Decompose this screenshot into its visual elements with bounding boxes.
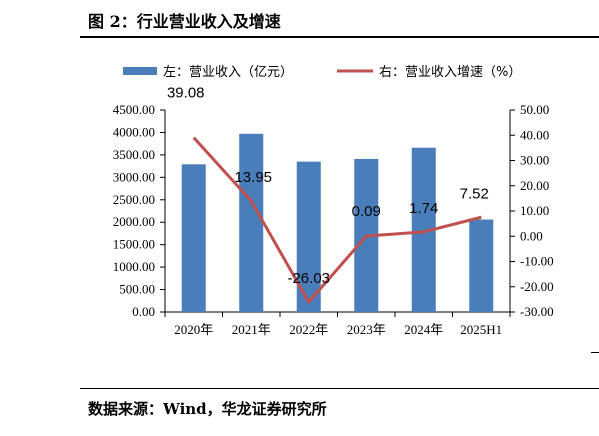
growth-data-label: 39.08 — [167, 85, 205, 102]
growth-line — [192, 136, 482, 304]
left-tick-label: 0.00 — [132, 304, 155, 319]
x-tick-label: 2024年 — [404, 322, 443, 337]
left-tick-label: 4500.00 — [113, 102, 155, 117]
left-tick-label: 4000.00 — [113, 124, 155, 139]
x-tick-label: 2022年 — [289, 322, 328, 337]
right-tick-label: 40.00 — [520, 127, 549, 142]
right-tick-label: 0.00 — [520, 228, 543, 243]
right-tick-label: 50.00 — [520, 102, 549, 117]
figure-title: 图 2：行业营业收入及增速 — [88, 12, 281, 31]
x-tick-label: 2025H1 — [460, 322, 502, 337]
right-tick-label: -10.00 — [520, 254, 554, 269]
growth-data-label: 0.09 — [352, 203, 381, 220]
figure-source: 数据来源：Wind，华龙证券研究所 — [88, 400, 327, 418]
chart-axes: 0.00 500.00 1000.00 1500.00 2000.00 2500.00 30… — [113, 102, 554, 337]
legend-bar-label: 左：营业收入（亿元） — [163, 65, 293, 80]
left-tick-label: 2000.00 — [113, 214, 155, 229]
left-tick-label: 1000.00 — [113, 259, 155, 274]
x-tick-label: 2021年 — [232, 322, 271, 337]
right-tick-label: -20.00 — [520, 279, 554, 294]
x-tick-label: 2023年 — [347, 322, 386, 337]
left-tick-label: 1500.00 — [113, 237, 155, 252]
legend-bar-swatch — [123, 67, 157, 75]
data-labels: 39.08 13.95 -26.03 0.09 1.74 7.52 — [167, 85, 489, 287]
legend-line-label: 右：营业收入增速（%） — [379, 65, 521, 80]
revenue-bar — [469, 219, 494, 312]
x-tick-label: 2020年 — [174, 322, 213, 337]
revenue-bar — [239, 133, 264, 312]
chart-legend: 左：营业收入（亿元） 右：营业收入增速（%） — [123, 65, 521, 80]
right-tick-label: 20.00 — [520, 178, 549, 193]
right-tick-label: 30.00 — [520, 153, 549, 168]
title-rule — [80, 36, 599, 38]
left-tick-label: 500.00 — [119, 282, 155, 297]
edge-mark — [591, 352, 599, 353]
line-series — [192, 136, 482, 304]
left-tick-label: 2500.00 — [113, 192, 155, 207]
right-tick-label: -30.00 — [520, 304, 554, 319]
left-tick-label: 3000.00 — [113, 169, 155, 184]
growth-data-label: -26.03 — [287, 270, 330, 287]
growth-data-label: 7.52 — [460, 185, 489, 202]
right-tick-label: 10.00 — [520, 203, 549, 218]
bar-series — [181, 133, 494, 312]
revenue-bar — [181, 164, 206, 312]
growth-data-label: 13.95 — [234, 169, 272, 186]
left-tick-label: 3500.00 — [113, 147, 155, 162]
source-rule — [80, 388, 599, 389]
growth-data-label: 1.74 — [409, 200, 438, 217]
